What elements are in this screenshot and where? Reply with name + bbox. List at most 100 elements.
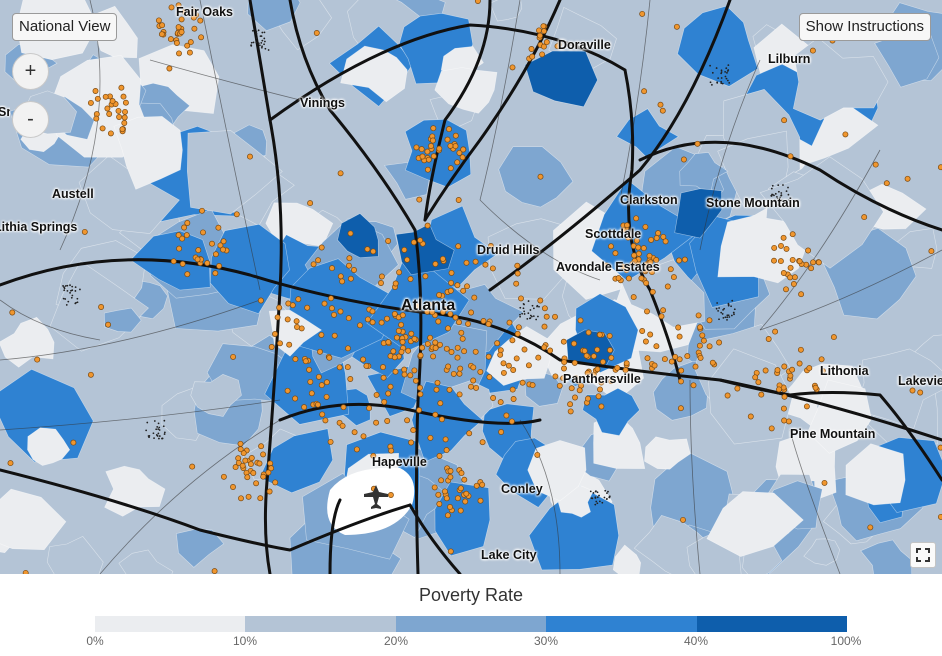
texture-dot bbox=[537, 315, 539, 318]
texture-dot bbox=[603, 496, 606, 499]
texture-dot bbox=[521, 312, 524, 315]
location-marker bbox=[623, 267, 630, 274]
location-marker bbox=[429, 309, 436, 316]
location-marker bbox=[529, 53, 536, 60]
location-marker bbox=[307, 200, 314, 207]
location-marker bbox=[706, 343, 713, 350]
texture-dot bbox=[257, 29, 260, 32]
census-tract bbox=[708, 348, 793, 445]
location-marker bbox=[497, 351, 504, 358]
place-label: Avondale Estates bbox=[556, 260, 660, 274]
location-marker bbox=[443, 495, 450, 502]
texture-dot bbox=[145, 429, 148, 432]
road bbox=[0, 299, 101, 341]
place-label: Lake City bbox=[481, 548, 537, 562]
location-marker bbox=[585, 329, 592, 336]
location-marker bbox=[480, 318, 487, 324]
location-marker bbox=[680, 516, 686, 523]
texture-dot bbox=[727, 64, 730, 67]
location-marker bbox=[437, 341, 443, 348]
location-marker bbox=[385, 238, 392, 244]
texture-dot bbox=[773, 199, 776, 202]
location-marker bbox=[541, 305, 548, 312]
location-marker bbox=[237, 446, 244, 453]
poverty-choropleth[interactable] bbox=[0, 0, 942, 574]
location-marker bbox=[176, 50, 182, 57]
location-marker bbox=[346, 262, 352, 269]
location-marker bbox=[413, 144, 420, 151]
location-marker bbox=[830, 334, 837, 341]
texture-dot bbox=[780, 194, 783, 197]
location-marker bbox=[819, 367, 826, 374]
location-marker bbox=[571, 340, 577, 347]
texture-dot bbox=[162, 425, 165, 428]
location-marker bbox=[464, 283, 470, 290]
texture-dot bbox=[771, 184, 774, 187]
fullscreen-button[interactable] bbox=[910, 542, 936, 568]
location-marker bbox=[257, 297, 264, 304]
location-marker bbox=[195, 247, 202, 254]
census-tract bbox=[489, 0, 523, 22]
location-marker bbox=[690, 382, 697, 389]
location-marker bbox=[347, 230, 354, 237]
census-tract bbox=[855, 348, 942, 429]
location-marker bbox=[395, 327, 402, 334]
map[interactable]: Fair Oaks Doraville Lilburn Vinings Aust… bbox=[0, 0, 942, 574]
location-marker bbox=[306, 366, 313, 373]
national-view-button[interactable]: National View bbox=[12, 13, 118, 41]
census-tract bbox=[247, 0, 301, 32]
texture-dot bbox=[157, 432, 160, 435]
location-marker bbox=[630, 294, 637, 301]
location-marker bbox=[391, 354, 398, 361]
location-marker bbox=[603, 262, 610, 269]
location-marker bbox=[917, 389, 924, 396]
census-tract bbox=[759, 156, 884, 269]
location-marker bbox=[81, 228, 88, 235]
location-marker bbox=[452, 314, 459, 321]
location-marker bbox=[537, 32, 543, 39]
texture-dot bbox=[158, 429, 161, 431]
location-marker bbox=[331, 332, 338, 339]
road bbox=[789, 429, 841, 574]
location-marker bbox=[514, 262, 521, 269]
census-tract bbox=[0, 488, 67, 551]
location-marker bbox=[697, 354, 704, 361]
location-marker bbox=[315, 257, 322, 264]
texture-dot bbox=[255, 32, 258, 35]
texture-dot bbox=[728, 81, 731, 84]
location-marker bbox=[232, 464, 239, 471]
location-marker bbox=[540, 23, 547, 30]
location-marker bbox=[791, 274, 798, 281]
location-marker bbox=[867, 524, 874, 531]
location-marker bbox=[391, 311, 398, 317]
location-marker bbox=[257, 495, 264, 502]
show-instructions-button[interactable]: Show Instructions bbox=[798, 13, 931, 41]
texture-dot bbox=[711, 71, 714, 74]
texture-dot bbox=[74, 290, 77, 292]
location-marker bbox=[518, 295, 524, 302]
location-marker bbox=[470, 377, 477, 384]
location-marker bbox=[230, 484, 236, 490]
location-marker bbox=[200, 229, 206, 236]
location-marker bbox=[410, 427, 417, 434]
location-marker bbox=[212, 251, 219, 258]
zoom-in-button[interactable]: + bbox=[12, 53, 49, 90]
texture-dot bbox=[158, 435, 161, 437]
location-marker bbox=[596, 331, 603, 338]
location-marker bbox=[790, 281, 797, 287]
zoom-out-button[interactable]: - bbox=[12, 101, 49, 138]
location-marker bbox=[430, 153, 437, 160]
texture-dot bbox=[605, 498, 608, 500]
texture-dot bbox=[780, 199, 783, 202]
location-marker bbox=[643, 266, 650, 273]
place-label: Fair Oaks bbox=[176, 5, 233, 19]
location-marker bbox=[635, 250, 642, 257]
place-label: Lithonia bbox=[820, 364, 869, 378]
census-tract bbox=[0, 316, 55, 368]
highway bbox=[0, 468, 412, 552]
location-marker bbox=[293, 318, 300, 325]
location-marker bbox=[623, 360, 630, 367]
location-marker bbox=[514, 330, 521, 337]
location-marker bbox=[755, 379, 762, 386]
location-marker bbox=[92, 88, 99, 94]
